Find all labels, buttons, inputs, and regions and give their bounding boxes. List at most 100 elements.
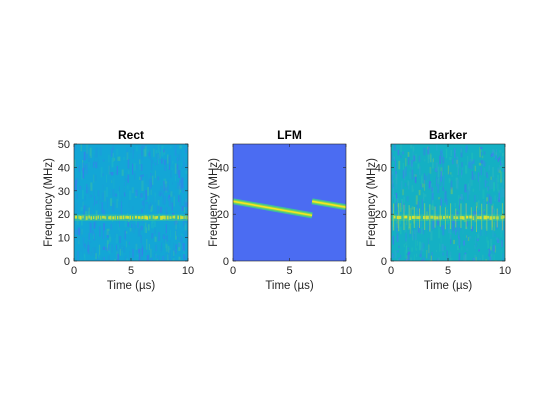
noise-speck — [465, 235, 468, 238]
noise-speck — [413, 228, 415, 240]
noise-speck — [407, 247, 410, 250]
chirp-line — [233, 200, 313, 217]
noise-speck — [141, 256, 144, 261]
y-tick-label: 0 — [381, 256, 387, 268]
noise-speck — [437, 177, 440, 182]
noise-speck — [474, 236, 477, 245]
noise-speck — [163, 150, 166, 155]
noise-speck — [131, 226, 133, 230]
noise-speck — [116, 149, 119, 156]
signal-pulse — [166, 215, 169, 220]
noise-speck — [397, 226, 399, 229]
noise-speck — [483, 168, 486, 176]
noise-speck — [500, 249, 502, 259]
noise-speck — [162, 193, 164, 205]
noise-speck — [116, 165, 118, 175]
noise-speck — [422, 178, 424, 185]
noise-speck — [137, 154, 141, 163]
noise-speck — [477, 234, 480, 239]
noise-speck — [169, 199, 171, 207]
noise-speck — [141, 210, 144, 214]
noise-speck — [150, 156, 152, 160]
noise-speck — [106, 228, 109, 236]
signal-pulse — [154, 216, 157, 220]
noise-speck — [471, 226, 474, 232]
noise-speck — [148, 179, 151, 191]
noise-speck — [180, 236, 183, 242]
noise-speck — [493, 208, 496, 219]
noise-speck — [172, 182, 173, 185]
noise-speck — [440, 171, 442, 182]
subplot-lfm: 0 5 10 0 20 40 LFM Time (µs) Frequency (MHz) — [208, 128, 352, 292]
noise-speck — [435, 249, 437, 253]
noise-speck — [457, 164, 459, 175]
noise-speck — [409, 257, 413, 261]
noise-speck — [480, 224, 482, 236]
noise-speck — [423, 173, 426, 184]
noise-speck — [421, 242, 424, 252]
noise-speck — [391, 174, 393, 182]
noise-speck — [181, 206, 184, 211]
noise-speck — [486, 171, 488, 178]
signal-pulse — [455, 216, 459, 220]
noise-speck — [461, 172, 462, 178]
noise-speck — [420, 248, 422, 258]
noise-speck — [480, 160, 483, 164]
noise-speck — [100, 256, 103, 261]
noise-speck — [478, 249, 480, 252]
noise-speck — [455, 221, 458, 232]
noise-speck — [151, 204, 153, 211]
noise-speck — [494, 154, 496, 160]
noise-speck — [137, 228, 140, 237]
noise-speck — [472, 159, 475, 164]
noise-speck — [459, 196, 461, 199]
noise-speck — [458, 237, 461, 246]
noise-speck — [400, 254, 402, 259]
noise-speck — [455, 260, 457, 261]
signal-pulse — [448, 215, 451, 219]
noise-speck — [436, 169, 438, 179]
noise-speck — [167, 254, 169, 261]
noise-speck — [106, 240, 109, 251]
signal-pulse — [163, 215, 166, 220]
noise-speck — [417, 226, 419, 233]
noise-speck — [499, 164, 502, 170]
noise-speck — [161, 158, 163, 164]
noise-speck — [479, 257, 481, 261]
noise-speck — [456, 180, 459, 190]
noise-speck — [492, 245, 495, 251]
noise-speck — [466, 234, 468, 241]
noise-speck — [450, 180, 453, 190]
noise-speck — [148, 150, 151, 156]
signal-pulse — [503, 215, 505, 219]
noise-speck — [478, 162, 482, 166]
noise-speck — [93, 233, 95, 239]
noise-speck — [422, 257, 425, 261]
noise-speck — [154, 162, 156, 166]
noise-speck — [441, 225, 444, 230]
x-tick-label: 5 — [128, 265, 134, 277]
noise-speck — [442, 157, 445, 164]
noise-speck — [102, 229, 105, 240]
noise-speck — [118, 218, 120, 228]
noise-speck — [402, 151, 404, 155]
noise-speck — [452, 224, 454, 234]
noise-speck — [174, 163, 177, 174]
noise-speck — [166, 245, 168, 249]
noise-speck — [466, 144, 468, 151]
noise-speck — [183, 217, 185, 227]
noise-speck — [451, 174, 454, 178]
noise-speck — [411, 185, 414, 193]
noise-speck — [141, 180, 144, 191]
x-axis-label: Time (µs) — [107, 280, 156, 292]
noise-speck — [499, 194, 501, 205]
noise-speck — [406, 218, 408, 226]
noise-speck — [176, 157, 178, 161]
noise-speck — [124, 188, 126, 195]
noise-speck — [420, 175, 423, 184]
noise-speck — [124, 192, 126, 197]
noise-speck — [145, 211, 147, 215]
noise-speck — [498, 156, 501, 161]
noise-speck — [87, 158, 90, 167]
